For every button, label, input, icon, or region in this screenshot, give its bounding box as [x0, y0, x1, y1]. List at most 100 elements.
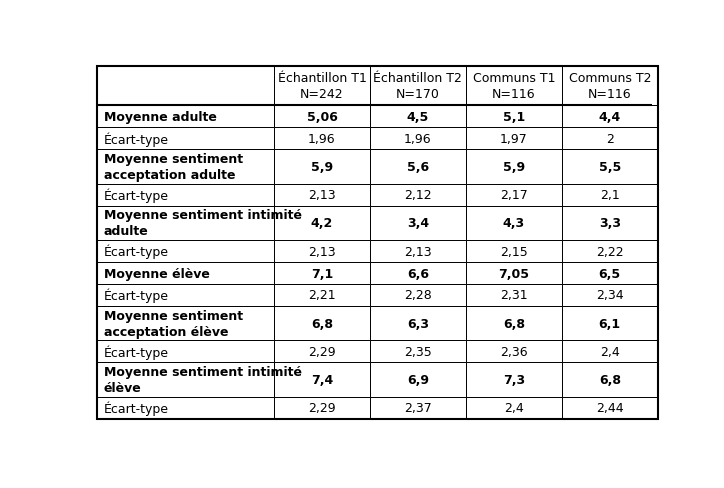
Text: 4,2: 4,2	[311, 217, 333, 230]
Bar	[562, 184, 658, 206]
Bar	[370, 67, 466, 106]
Text: 7,4: 7,4	[311, 373, 333, 386]
Text: 6,9: 6,9	[407, 373, 429, 386]
Text: 4,3: 4,3	[502, 217, 525, 230]
Text: Écart-type: Écart-type	[104, 244, 169, 259]
Bar	[97, 206, 274, 241]
Bar	[274, 184, 370, 206]
Bar	[274, 241, 370, 263]
Text: 2,1: 2,1	[600, 189, 620, 202]
Bar	[466, 285, 562, 306]
Bar	[466, 341, 562, 363]
Bar	[466, 363, 562, 397]
Bar	[274, 363, 370, 397]
Bar	[562, 150, 658, 184]
Text: 5,1: 5,1	[502, 111, 525, 123]
Bar	[466, 206, 562, 241]
Bar	[274, 67, 370, 106]
Text: 2,29: 2,29	[308, 345, 336, 358]
Bar	[370, 341, 466, 363]
Text: 1,97: 1,97	[500, 132, 528, 145]
Text: 6,8: 6,8	[503, 317, 525, 330]
Text: 2,12: 2,12	[404, 189, 432, 202]
Text: 2,21: 2,21	[308, 289, 336, 302]
Text: 2,15: 2,15	[500, 245, 528, 258]
Text: 6,8: 6,8	[311, 317, 333, 330]
Bar	[562, 241, 658, 263]
Bar	[562, 397, 658, 419]
Bar	[562, 128, 658, 150]
Bar	[274, 150, 370, 184]
Bar	[274, 206, 370, 241]
Bar	[370, 184, 466, 206]
Text: 6,6: 6,6	[407, 267, 429, 280]
Text: 2,13: 2,13	[308, 189, 336, 202]
Text: Moyenne sentiment intimité
élève: Moyenne sentiment intimité élève	[104, 366, 302, 394]
Bar	[97, 128, 274, 150]
Text: 2,37: 2,37	[404, 402, 432, 414]
Bar	[274, 285, 370, 306]
Bar	[97, 263, 274, 285]
Bar	[97, 363, 274, 397]
Bar	[370, 106, 466, 128]
Text: 2: 2	[606, 132, 614, 145]
Text: 5,9: 5,9	[502, 161, 525, 174]
Bar	[97, 285, 274, 306]
Text: 2,35: 2,35	[404, 345, 432, 358]
Text: 7,1: 7,1	[311, 267, 333, 280]
Bar	[274, 128, 370, 150]
Bar	[370, 397, 466, 419]
Bar	[97, 341, 274, 363]
Text: Moyenne sentiment intimité
adulte: Moyenne sentiment intimité adulte	[104, 209, 302, 238]
Text: 5,06: 5,06	[306, 111, 337, 123]
Text: Moyenne sentiment
acceptation adulte: Moyenne sentiment acceptation adulte	[104, 153, 243, 182]
Bar	[274, 397, 370, 419]
Text: 5,9: 5,9	[311, 161, 333, 174]
Bar	[97, 397, 274, 419]
Text: Moyenne sentiment
acceptation élève: Moyenne sentiment acceptation élève	[104, 309, 243, 338]
Bar	[466, 106, 562, 128]
Text: 4,4: 4,4	[599, 111, 621, 123]
Text: 3,4: 3,4	[407, 217, 429, 230]
Bar	[274, 341, 370, 363]
Text: 6,1: 6,1	[599, 317, 621, 330]
Bar	[274, 106, 370, 128]
Text: Échantillon T2
N=170: Échantillon T2 N=170	[374, 72, 463, 101]
Bar	[466, 67, 562, 106]
Bar	[370, 263, 466, 285]
Text: 2,44: 2,44	[596, 402, 623, 414]
Text: Communs T2
N=116: Communs T2 N=116	[568, 72, 651, 101]
Text: 3,3: 3,3	[599, 217, 620, 230]
Bar	[370, 128, 466, 150]
Bar	[370, 285, 466, 306]
Bar	[562, 263, 658, 285]
Bar	[274, 306, 370, 341]
Bar	[97, 306, 274, 341]
Bar	[97, 241, 274, 263]
Text: 6,3: 6,3	[407, 317, 429, 330]
Text: Écart-type: Écart-type	[104, 288, 169, 303]
Text: 6,8: 6,8	[599, 373, 620, 386]
Bar	[97, 184, 274, 206]
Text: 7,05: 7,05	[498, 267, 529, 280]
Text: Écart-type: Écart-type	[104, 401, 169, 415]
Text: Écart-type: Écart-type	[104, 188, 169, 203]
Bar	[562, 67, 658, 106]
Text: Moyenne élève: Moyenne élève	[104, 267, 210, 280]
Text: 2,29: 2,29	[308, 402, 336, 414]
Text: 2,28: 2,28	[404, 289, 432, 302]
Text: 2,36: 2,36	[500, 345, 528, 358]
Text: 2,22: 2,22	[596, 245, 623, 258]
Bar	[466, 263, 562, 285]
Text: 1,96: 1,96	[404, 132, 432, 145]
Text: 4,5: 4,5	[407, 111, 429, 123]
Bar	[370, 150, 466, 184]
Bar	[370, 363, 466, 397]
Bar	[562, 206, 658, 241]
Text: 2,34: 2,34	[596, 289, 623, 302]
Bar	[562, 306, 658, 341]
Text: Écart-type: Écart-type	[104, 132, 169, 146]
Text: 2,13: 2,13	[404, 245, 432, 258]
Bar	[466, 306, 562, 341]
Text: Écart-type: Écart-type	[104, 345, 169, 359]
